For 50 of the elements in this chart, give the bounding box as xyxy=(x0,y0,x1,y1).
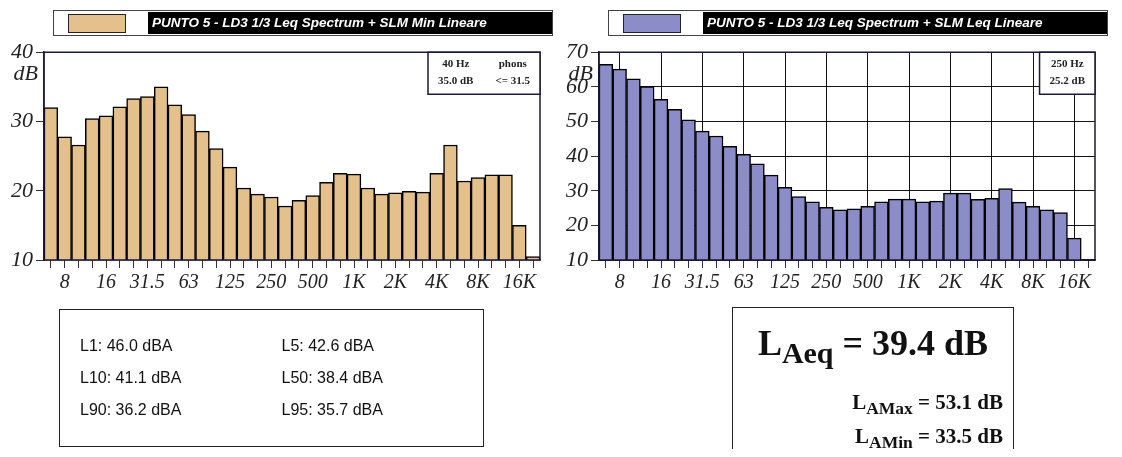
x-tick-label: 31.5 xyxy=(683,270,720,293)
x-tick-label: 16 xyxy=(651,270,671,293)
y-tick-label: 40 xyxy=(566,141,588,167)
text: L1: 46.0 dBA xyxy=(80,337,174,355)
x-tick-label: 125 xyxy=(215,270,245,293)
annotation: 250 Hz xyxy=(1050,57,1084,70)
x-tick-label: 4K xyxy=(424,270,450,293)
text: L90: 36.2 dBA xyxy=(80,401,183,419)
x-tick-label: 63 xyxy=(733,270,754,293)
text: L10: 41.1 dBA xyxy=(80,369,183,387)
text: L50: 38.4 dBA xyxy=(281,369,384,387)
y-tick-label: 20 xyxy=(566,211,588,237)
text: L$_{AMin}$ = 33.5 dB xyxy=(854,423,1004,451)
y-tick-label: 30 xyxy=(565,176,588,202)
x-tick-label: 8K xyxy=(466,270,492,293)
annotation: <= 31.5 xyxy=(495,74,531,87)
text: L$_{AMax}$ = 53.1 dB xyxy=(851,389,1004,421)
x-tick-label: 8 xyxy=(614,270,625,293)
legend-label: PUNTO 5 - LD3 1/3 Leq Spectrum + SLM Min Lineare xyxy=(148,12,552,34)
x-tick-label: 16K xyxy=(1057,270,1093,293)
x-tick-label: 2K xyxy=(383,270,409,293)
x-tick-label: 8K xyxy=(1021,270,1047,293)
x-tick-label: 63 xyxy=(178,270,199,293)
x-tick-label: 250 xyxy=(256,270,287,293)
text: L5: 42.6 dBA xyxy=(281,337,375,355)
annotation: 40 Hz xyxy=(442,57,470,70)
x-tick-label: 16 xyxy=(96,270,116,293)
y-tick-label: 30 xyxy=(10,107,33,133)
x-tick-label: 4K xyxy=(979,270,1005,293)
text: L95: 35.7 dBA xyxy=(281,401,384,419)
annotation: 35.0 dB xyxy=(438,74,475,87)
y-tick-label: 20 xyxy=(11,176,33,202)
x-tick-label: 2K xyxy=(938,270,964,293)
legend-label: PUNTO 5 - LD3 1/3 Leq Spectrum + SLM Leq Lineare xyxy=(703,12,1107,34)
x-tick-label: 31.5 xyxy=(128,270,165,293)
annotation: phons xyxy=(498,57,528,70)
x-tick-label: 1K xyxy=(342,270,368,293)
text: L$_{Aeq}$ = 39.4 dB xyxy=(756,322,990,372)
y-tick-label: 70 xyxy=(566,37,588,63)
x-tick-label: 1K xyxy=(897,270,923,293)
x-tick-label: 500 xyxy=(852,270,883,293)
x-tick-label: 250 xyxy=(811,270,842,293)
x-tick-label: 125 xyxy=(770,270,800,293)
x-tick-label: 16K xyxy=(502,270,538,293)
annotation: 25.2 dB xyxy=(1049,74,1086,87)
x-tick-label: 500 xyxy=(297,270,328,293)
y-tick-label: 50 xyxy=(566,107,588,133)
y-tick-label: 10 xyxy=(566,245,588,271)
y-tick-label: 10 xyxy=(11,245,33,271)
x-tick-label: 8 xyxy=(59,270,70,293)
